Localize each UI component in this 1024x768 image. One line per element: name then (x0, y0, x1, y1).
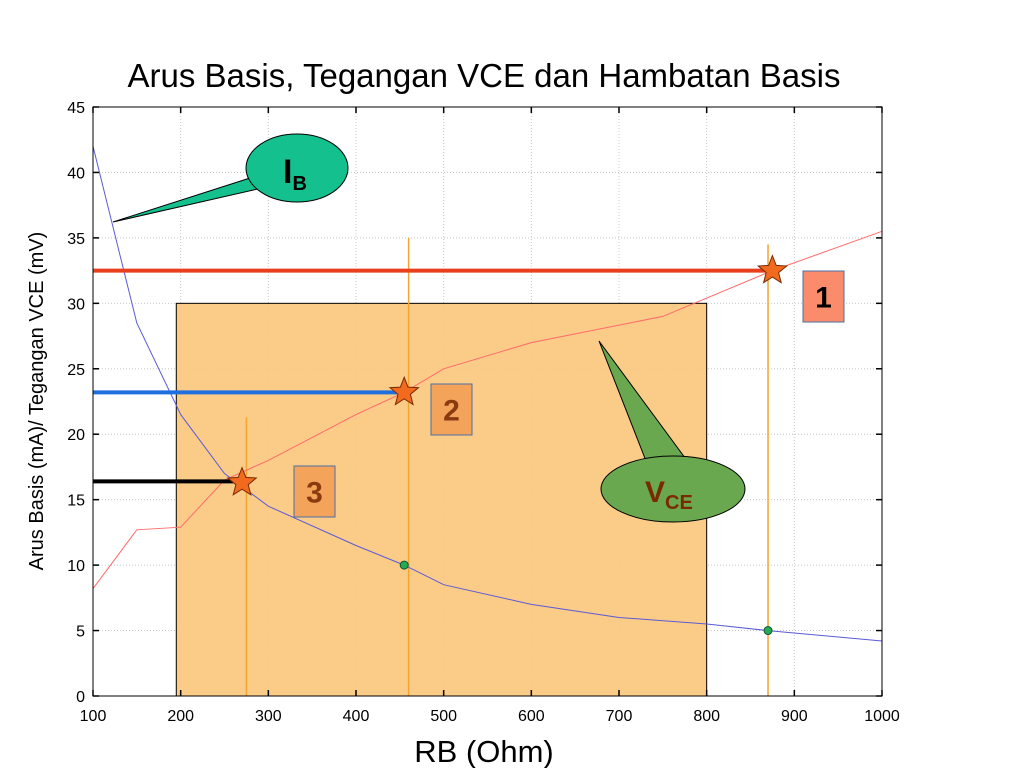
x-tick-label: 300 (255, 708, 282, 725)
y-tick-label: 20 (67, 427, 85, 444)
chart-title: Arus Basis, Tegangan VCE dan Hambatan Ba… (128, 57, 841, 94)
callout-ib-text: IB (283, 153, 307, 195)
label-box-text-1: 1 (815, 282, 832, 315)
y-tick-label: 0 (76, 689, 85, 706)
y-tick-label: 45 (67, 100, 85, 117)
label-box-text-2: 2 (443, 395, 460, 428)
star-marker-3 (226, 466, 258, 496)
x-tick-label: 200 (167, 708, 194, 725)
star-marker-2 (388, 375, 420, 406)
label-box-1 (802, 270, 845, 323)
callout-vce-text: VCE (645, 476, 693, 514)
data-point (399, 560, 409, 570)
x-axis-label: RB (Ohm) (414, 734, 554, 768)
x-tick-label: 400 (343, 708, 370, 725)
y-tick-label: 5 (76, 624, 85, 641)
plot-frame (92, 106, 883, 697)
callout-ib-pointer (112, 177, 264, 223)
x-tick-label: 900 (781, 708, 808, 725)
y-tick-label: 35 (67, 231, 85, 248)
y-tick-label: 10 (67, 558, 85, 575)
x-tick-label: 800 (693, 708, 720, 725)
label-box-3 (293, 465, 336, 518)
series-line-2 (92, 230, 883, 589)
data-point (763, 626, 773, 636)
y-tick-label: 25 (67, 362, 85, 379)
label-box-2 (430, 383, 473, 436)
x-tick-label: 100 (80, 708, 107, 725)
callout-ib-bubble (245, 133, 349, 203)
y-axis-label: Arus Basis (mA)/ Tegangan VCE (mV) (26, 232, 48, 571)
y-tick-label: 30 (67, 296, 85, 313)
callout-vce-bubble (600, 455, 746, 523)
label-box-text-3: 3 (306, 477, 323, 510)
y-tick-label: 40 (67, 165, 85, 182)
x-tick-label: 1000 (864, 708, 900, 725)
plot-area: 1 2 3 IB VCE 100 200 300 400 500 600 700 800 900 1000 0… (67, 100, 900, 725)
x-tick-label: 500 (430, 708, 457, 725)
x-tick-label: 700 (606, 708, 633, 725)
x-tick-label: 600 (518, 708, 545, 725)
y-tick-label: 15 (67, 493, 85, 510)
star-marker-1 (756, 254, 789, 284)
